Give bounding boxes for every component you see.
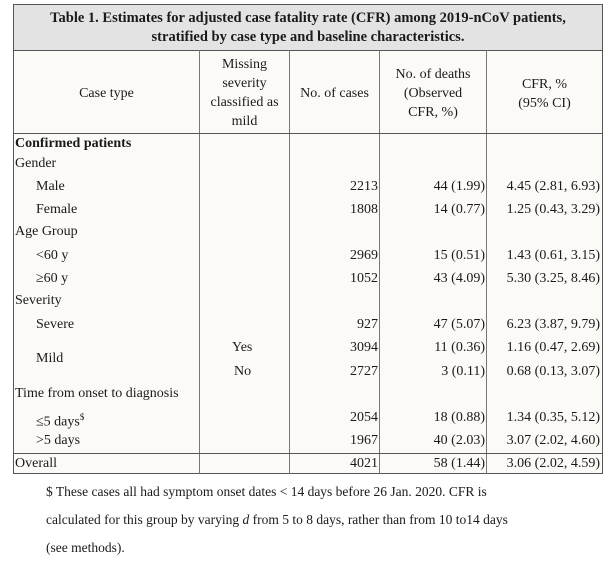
- header-case-type: Case type: [79, 86, 134, 101]
- cell-cfr-mild-yes: 1.16 (0.47, 2.69): [506, 340, 600, 355]
- cell-deaths-lt60: 15 (0.51): [433, 248, 485, 263]
- row-label-gt5: >5 days: [36, 433, 81, 448]
- cfr-table: Table 1. Estimates for adjusted case fat…: [13, 4, 603, 474]
- header-rule: [14, 133, 602, 134]
- cell-cfr-mild-no: 0.68 (0.13, 3.07): [506, 364, 600, 379]
- cell-cfr-le5: 1.34 (0.35, 5.12): [506, 410, 600, 425]
- row-label-ge60: ≥60 y: [36, 271, 69, 286]
- cell-cases-female: 1808: [350, 202, 378, 217]
- row-label-overall: Overall: [15, 456, 57, 471]
- cell-cases-gt5: 1967: [350, 433, 378, 448]
- column-divider: [289, 50, 290, 474]
- cell-deaths-gt5: 40 (2.03): [433, 433, 485, 448]
- row-label-male: Male: [36, 179, 65, 194]
- footnote-line1: $ These cases all had symptom onset date…: [46, 484, 487, 499]
- table-title-line2: stratified by case type and baseline cha…: [151, 29, 465, 45]
- table-title-line1: Table 1. Estimates for adjusted case fat…: [50, 10, 566, 26]
- row-label-le5: ≤5 days$: [36, 412, 85, 430]
- cell-cases-ge60: 1052: [350, 271, 378, 286]
- column-divider: [379, 50, 380, 474]
- cell-cfr-overall: 3.06 (2.02, 4.59): [506, 456, 600, 471]
- cell-deaths-le5: 18 (0.88): [433, 410, 485, 425]
- header-no-of-cases: No. of cases: [300, 86, 369, 101]
- cell-cases-le5: 2054: [350, 410, 378, 425]
- column-divider: [199, 50, 200, 474]
- header-no-of-deaths: No. of deaths (Observed CFR, %): [395, 67, 471, 120]
- group-age: Age Group: [15, 224, 78, 239]
- cell-cfr-ge60: 5.30 (3.25, 8.46): [506, 271, 600, 286]
- group-gender: Gender: [15, 156, 57, 171]
- cell-deaths-mild-no: 3 (0.11): [441, 364, 485, 379]
- group-severity: Severity: [15, 293, 62, 308]
- cell-cfr-female: 1.25 (0.43, 3.29): [506, 202, 600, 217]
- cell-cfr-severe: 6.23 (3.87, 9.79): [506, 317, 600, 332]
- row-label-female: Female: [36, 202, 78, 217]
- cell-deaths-severe: 47 (5.07): [433, 317, 485, 332]
- cell-cases-lt60: 2969: [350, 248, 378, 263]
- cell-cfr-gt5: 3.07 (2.02, 4.60): [506, 433, 600, 448]
- cell-cases-male: 2213: [350, 179, 378, 194]
- table-title: Table 1. Estimates for adjusted case fat…: [14, 5, 602, 51]
- cell-deaths-mild-yes: 11 (0.36): [434, 340, 485, 355]
- header-missing-severity: Missing severity classified as mild: [210, 57, 279, 129]
- header-cfr: CFR, % (95% CI): [518, 77, 571, 111]
- overall-rule: [14, 453, 602, 454]
- cell-missing-no: No: [234, 364, 252, 379]
- footnote-marker: $: [79, 412, 85, 422]
- row-label-lt60: <60 y: [36, 248, 69, 263]
- cell-cases-severe: 927: [357, 317, 378, 332]
- cell-cfr-lt60: 1.43 (0.61, 3.15): [506, 248, 600, 263]
- cell-deaths-ge60: 43 (4.09): [433, 271, 485, 286]
- footnote-line3: (see methods).: [46, 540, 125, 555]
- row-label-severe: Severe: [36, 317, 75, 332]
- section-confirmed-patients: Confirmed patients: [15, 136, 132, 151]
- row-label-mild: Mild: [36, 351, 64, 366]
- cell-cases-overall: 4021: [350, 456, 378, 471]
- cell-cfr-male: 4.45 (2.81, 6.93): [506, 179, 600, 194]
- cell-cases-mild-no: 2727: [350, 364, 378, 379]
- column-divider: [486, 50, 487, 474]
- cell-cases-mild-yes: 3094: [350, 340, 378, 355]
- footnote-line2: calculated for this group by varying d f…: [46, 512, 508, 527]
- group-time-onset: Time from onset to diagnosis: [15, 386, 179, 401]
- cell-deaths-male: 44 (1.99): [433, 179, 485, 194]
- cell-missing-yes: Yes: [232, 340, 253, 355]
- cell-deaths-overall: 58 (1.44): [433, 456, 485, 471]
- cell-deaths-female: 14 (0.77): [433, 202, 485, 217]
